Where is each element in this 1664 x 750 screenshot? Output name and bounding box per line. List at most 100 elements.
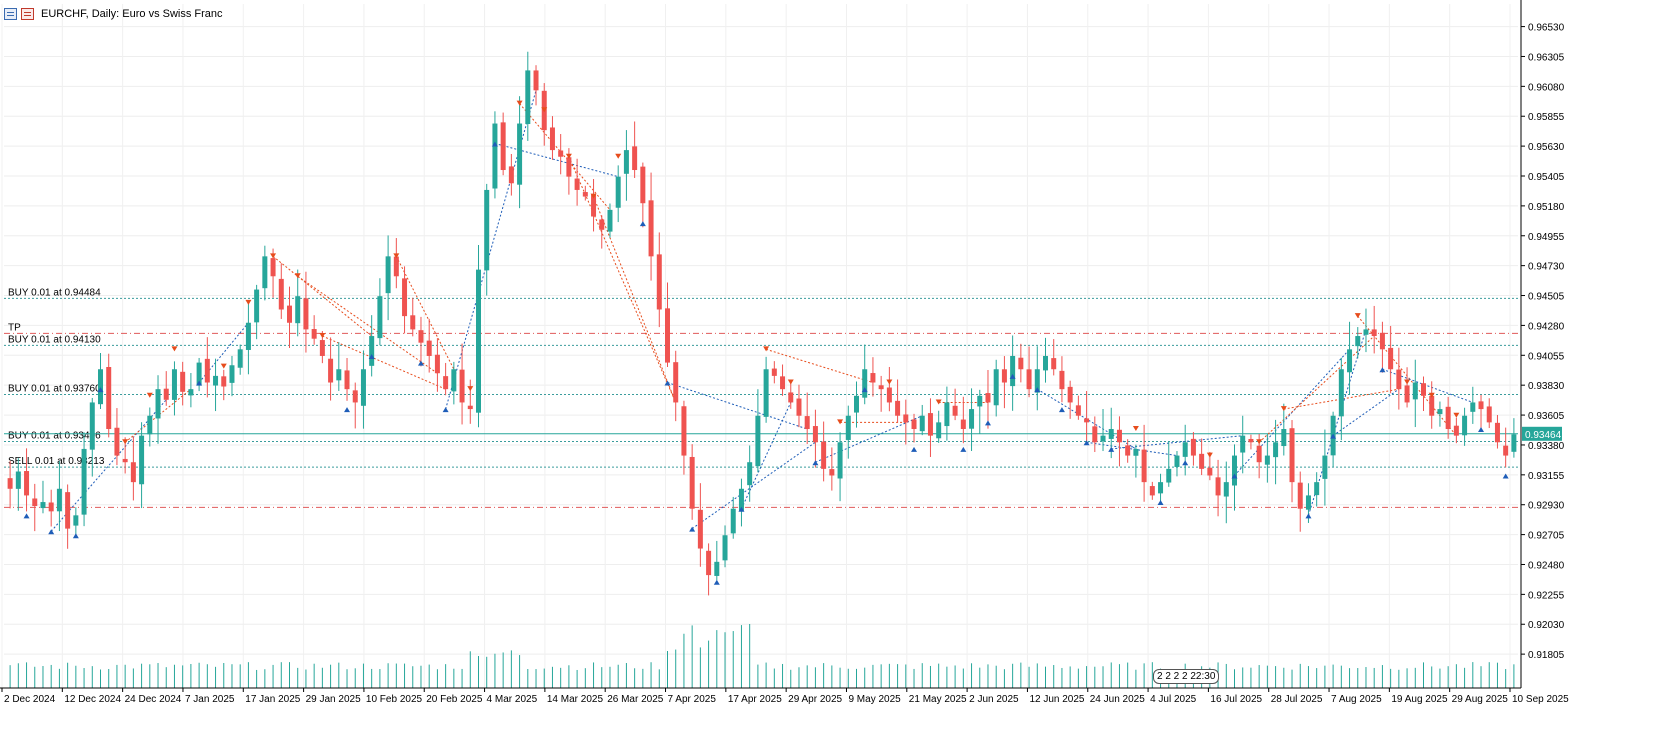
sell-marker <box>245 299 252 305</box>
candle-body <box>163 388 169 400</box>
candle-body <box>582 192 588 197</box>
candle-body <box>1355 336 1361 347</box>
candle-body <box>171 369 177 400</box>
sell-marker <box>837 419 844 425</box>
candle-body <box>607 209 613 232</box>
date-tick-label: 17 Jan 2025 <box>245 694 300 705</box>
buy-marker <box>1083 440 1090 446</box>
volume-bars <box>9 623 1515 688</box>
candle-body <box>1412 382 1418 400</box>
candle-body <box>122 458 128 463</box>
candle-body <box>1174 455 1180 467</box>
candle-body <box>812 426 818 443</box>
date-tick-label: 24 Dec 2024 <box>125 694 182 705</box>
candle-body <box>936 422 942 439</box>
candle-body <box>878 385 884 390</box>
sell-marker <box>467 386 474 392</box>
candle-body <box>1182 442 1188 457</box>
candle-body <box>1347 349 1353 373</box>
chart-window-icon[interactable] <box>4 8 17 20</box>
price-tick-label: 0.95405 <box>1528 172 1565 183</box>
candle-body <box>689 456 695 509</box>
sell-marker <box>1256 439 1263 445</box>
candle-body <box>1166 468 1172 483</box>
chart-title: EURCHF, Daily: Euro vs Swiss Franc <box>41 8 223 20</box>
buy-marker <box>861 387 868 393</box>
candle-body <box>977 395 983 407</box>
candle-body <box>434 354 440 374</box>
date-tick-label: 12 Dec 2024 <box>64 694 121 705</box>
candle-body <box>1059 370 1065 390</box>
candle-body <box>328 358 334 383</box>
candle-body <box>1240 435 1246 453</box>
candle-body <box>262 256 268 289</box>
time-axis[interactable]: 2 Dec 2024 12 Dec 2024 24 Dec 2024 7 Jan 20… <box>0 687 1569 705</box>
trade-connector <box>1111 435 1243 450</box>
candle-body <box>854 395 859 413</box>
trade-markers <box>23 100 1509 585</box>
candle-body <box>81 448 87 515</box>
trade-connector <box>1258 335 1375 443</box>
price-tick-label: 0.94280 <box>1528 321 1565 332</box>
candle-body <box>960 419 966 430</box>
candle-body <box>517 123 523 185</box>
price-tick-label: 0.96305 <box>1528 52 1565 63</box>
date-tick-label: 7 Aug 2025 <box>1331 694 1382 705</box>
buy-marker <box>911 446 918 452</box>
sell-marker <box>171 346 178 352</box>
buy-marker <box>1502 473 1509 479</box>
trade-connector <box>297 275 438 374</box>
candle-body <box>106 367 112 430</box>
sell-marker <box>1453 412 1460 418</box>
sell-marker <box>886 379 893 385</box>
candle-body <box>1289 428 1295 483</box>
candle-body <box>1141 449 1147 483</box>
candle-body <box>402 278 408 317</box>
buy-marker <box>48 529 55 535</box>
sell-marker <box>146 392 153 398</box>
candle-body <box>65 492 71 529</box>
price-tick-label: 0.92705 <box>1528 531 1565 542</box>
candle-body <box>771 368 777 376</box>
candle-body <box>1273 442 1279 458</box>
trade-connector <box>1382 368 1473 403</box>
candle-body <box>278 278 284 310</box>
buy-marker <box>689 526 696 532</box>
candle-body <box>1084 418 1090 423</box>
candle-body <box>443 376 449 390</box>
candle-body <box>196 362 202 386</box>
candle-body <box>1396 369 1402 390</box>
sell-marker <box>763 346 770 352</box>
candle-body <box>1264 455 1270 465</box>
candle-body <box>591 194 597 217</box>
price-tick-label: 0.94955 <box>1528 232 1565 243</box>
candle-body <box>747 462 753 486</box>
trade-connector <box>741 402 792 509</box>
candle-body <box>56 488 62 512</box>
chart-properties-icon[interactable] <box>21 8 34 20</box>
candle-body <box>352 390 358 403</box>
buy-marker <box>664 380 671 386</box>
candle-body <box>188 389 194 396</box>
candle-body <box>1322 455 1328 479</box>
price-axis[interactable]: 0.96530 0.96305 0.96080 0.95855 0.95630 0.954… <box>1520 0 1565 688</box>
price-tick-label: 0.91805 <box>1528 650 1565 661</box>
candle-body <box>1445 406 1451 430</box>
candle-body <box>245 322 251 350</box>
candle-body <box>1494 422 1500 443</box>
candle-body <box>1404 385 1410 403</box>
buy-marker <box>713 579 720 585</box>
trade-connector <box>593 196 677 403</box>
candle-body <box>985 393 991 403</box>
buy-marker <box>368 353 375 359</box>
sell-marker <box>270 253 277 259</box>
trade-connector <box>1283 388 1399 410</box>
candle-body <box>632 146 638 171</box>
date-tick-label: 29 Jan 2025 <box>306 694 361 705</box>
sell-marker <box>541 107 548 113</box>
price-tick-label: 0.93830 <box>1528 381 1565 392</box>
candle-body <box>714 561 720 576</box>
candle-body <box>1256 445 1262 463</box>
price-tick-label: 0.94730 <box>1528 262 1565 273</box>
